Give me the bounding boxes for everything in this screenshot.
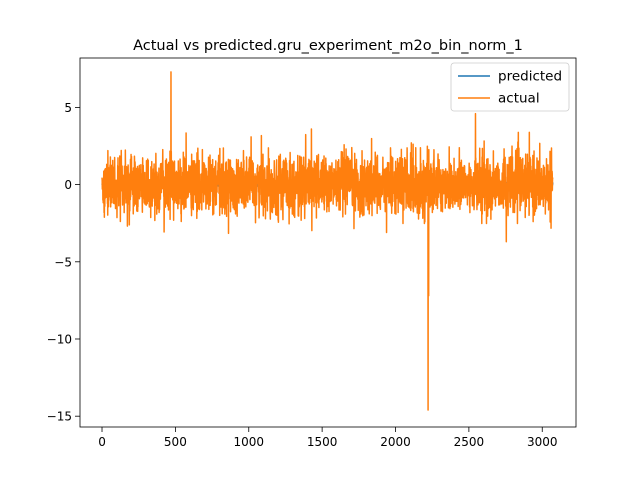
x-tick-label: 500 [164, 435, 187, 449]
legend: predicted actual [450, 62, 570, 112]
x-tick-label: 0 [98, 435, 106, 449]
plot-frame [79, 57, 577, 428]
legend-label-actual: actual [498, 91, 540, 107]
legend-box [450, 62, 570, 112]
x-tick-label: 2500 [454, 435, 485, 449]
x-tick-label: 1000 [233, 435, 264, 449]
legend-label-predicted: predicted [498, 69, 562, 85]
x-axis: 0 500 1000 1500 2000 2500 3000 [98, 427, 558, 449]
x-tick-label: 2000 [380, 435, 411, 449]
y-tick-label: 5 [64, 101, 72, 115]
y-tick-label: −10 [47, 332, 72, 346]
y-tick-label: 0 [64, 178, 72, 192]
y-tick-label: −5 [54, 255, 72, 269]
y-axis: 5 0 −5 −10 −15 [47, 101, 80, 424]
x-tick-label: 3000 [527, 435, 558, 449]
y-tick-label: −15 [47, 410, 72, 424]
series-layer [101, 71, 554, 411]
x-tick-label: 1500 [307, 435, 338, 449]
chart-title: Actual vs predicted.gru_experiment_m2o_b… [133, 38, 523, 54]
series-line-actual [101, 71, 554, 411]
